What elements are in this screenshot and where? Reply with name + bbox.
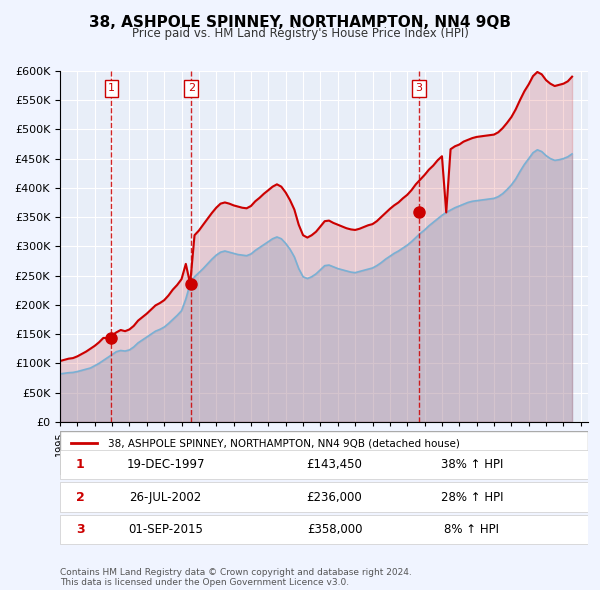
Text: £143,450: £143,450: [307, 458, 362, 471]
FancyBboxPatch shape: [60, 483, 588, 512]
Text: 1: 1: [76, 458, 85, 471]
Text: 28% ↑ HPI: 28% ↑ HPI: [440, 490, 503, 504]
Text: 01-SEP-2015: 01-SEP-2015: [128, 523, 203, 536]
Text: Price paid vs. HM Land Registry's House Price Index (HPI): Price paid vs. HM Land Registry's House …: [131, 27, 469, 40]
Text: 3: 3: [415, 83, 422, 93]
Text: HPI: Average price, detached house, West Northamptonshire: HPI: Average price, detached house, West…: [107, 458, 424, 467]
FancyBboxPatch shape: [60, 431, 588, 475]
Text: £358,000: £358,000: [307, 523, 362, 536]
FancyBboxPatch shape: [65, 484, 94, 510]
FancyBboxPatch shape: [60, 450, 588, 479]
FancyBboxPatch shape: [65, 452, 94, 478]
Text: 2: 2: [76, 490, 85, 504]
Text: 8% ↑ HPI: 8% ↑ HPI: [445, 523, 499, 536]
Text: 26-JUL-2002: 26-JUL-2002: [130, 490, 202, 504]
Text: 19-DEC-1997: 19-DEC-1997: [127, 458, 205, 471]
Text: 38, ASHPOLE SPINNEY, NORTHAMPTON, NN4 9QB (detached house): 38, ASHPOLE SPINNEY, NORTHAMPTON, NN4 9Q…: [107, 438, 460, 448]
FancyBboxPatch shape: [65, 517, 94, 543]
Text: 38% ↑ HPI: 38% ↑ HPI: [440, 458, 503, 471]
Text: £236,000: £236,000: [307, 490, 362, 504]
Text: 3: 3: [76, 523, 85, 536]
Text: 2: 2: [188, 83, 195, 93]
Text: 1: 1: [108, 83, 115, 93]
FancyBboxPatch shape: [60, 515, 588, 544]
Text: Contains HM Land Registry data © Crown copyright and database right 2024.
This d: Contains HM Land Registry data © Crown c…: [60, 568, 412, 587]
Text: 38, ASHPOLE SPINNEY, NORTHAMPTON, NN4 9QB: 38, ASHPOLE SPINNEY, NORTHAMPTON, NN4 9Q…: [89, 15, 511, 30]
